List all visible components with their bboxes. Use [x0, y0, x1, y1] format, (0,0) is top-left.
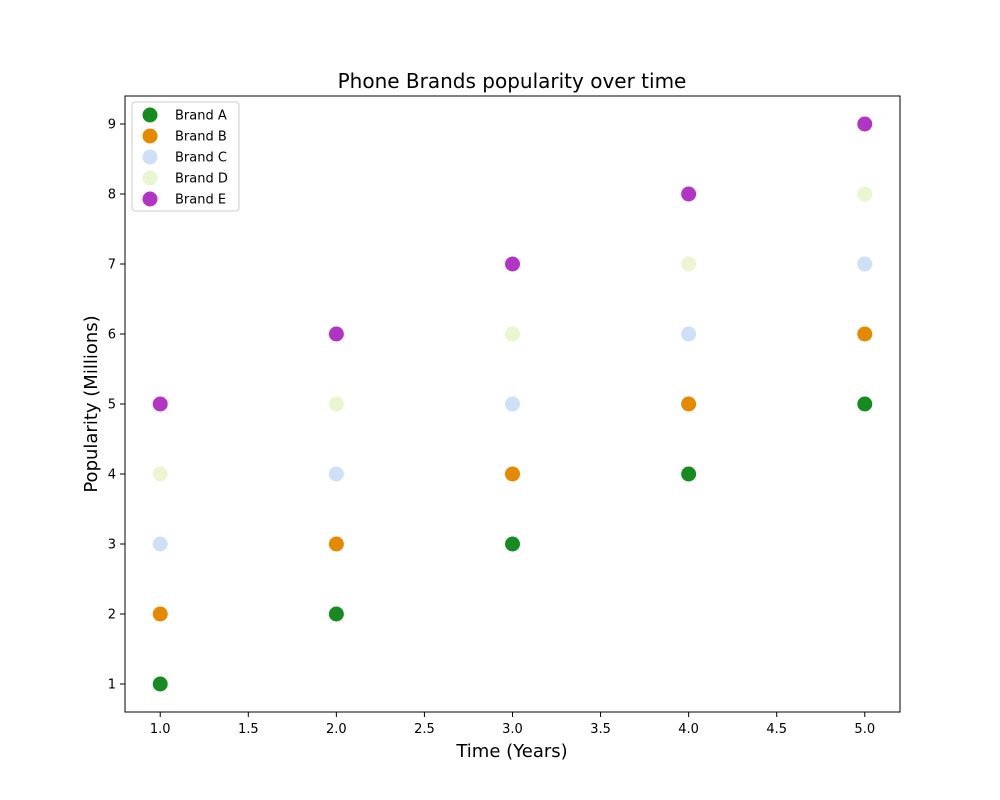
- data-point-brand-e: [505, 256, 520, 272]
- data-point-brand-e: [857, 116, 873, 132]
- legend-label-brand-d: Brand D: [175, 172, 228, 187]
- legend-marker-brand-e: [142, 191, 158, 207]
- data-point-brand-d: [681, 256, 697, 272]
- plot-area: 1.0 1.5 2.0 2.5 3.0 3.5 4.0 4.5 5.0 1 2 3 4 5 6 7 8 9: [108, 95, 901, 737]
- data-point-brand-a: [857, 396, 873, 412]
- y-tick-label: 7: [108, 258, 116, 273]
- data-point-brand-c: [505, 396, 520, 412]
- x-tick-label: 3.0: [502, 722, 523, 737]
- data-point-brand-b: [152, 606, 168, 622]
- y-tick-label: 3: [108, 538, 116, 553]
- y-tick-label: 6: [108, 328, 116, 343]
- y-tick-label: 8: [108, 188, 116, 203]
- legend-marker-brand-b: [142, 128, 158, 144]
- data-point-brand-b: [681, 396, 697, 412]
- data-point-brand-c: [681, 326, 697, 342]
- legend-label-brand-b: Brand B: [175, 130, 227, 145]
- x-tick-label: 3.5: [590, 722, 611, 737]
- data-point-brand-d: [328, 396, 344, 412]
- data-point-brand-d: [505, 326, 520, 342]
- data-point-brand-e: [152, 396, 168, 412]
- data-point-brand-b: [328, 536, 344, 552]
- chart-title: Phone Brands popularity over time: [338, 69, 687, 93]
- data-point-brand-c: [857, 256, 873, 272]
- data-point-brand-e: [681, 186, 697, 202]
- y-tick-label: 9: [108, 118, 116, 133]
- data-point-brand-c: [328, 466, 344, 482]
- y-tick-label: 2: [108, 608, 116, 623]
- data-point-brand-b: [505, 466, 520, 482]
- legend-label-brand-a: Brand A: [175, 109, 227, 124]
- y-axis-label: Popularity (Millions): [81, 315, 102, 492]
- legend-marker-brand-a: [142, 107, 158, 123]
- x-tick-label: 2.5: [414, 722, 435, 737]
- x-tick-label: 5.0: [854, 722, 875, 737]
- data-point-brand-b: [857, 326, 873, 342]
- y-tick-label: 4: [108, 468, 116, 483]
- data-point-brand-a: [681, 466, 697, 482]
- legend-marker-brand-c: [142, 149, 158, 165]
- legend: Brand A Brand B Brand C Brand D Brand E: [131, 101, 240, 212]
- x-tick-label: 1.5: [238, 722, 259, 737]
- data-point-brand-a: [328, 606, 344, 622]
- y-tick-label: 1: [108, 678, 116, 693]
- x-tick-label: 2.0: [326, 722, 347, 737]
- data-point-brand-c: [152, 536, 168, 552]
- legend-label-brand-e: Brand E: [175, 193, 226, 208]
- data-point-brand-d: [857, 186, 873, 202]
- x-axis-label: Time (Years): [455, 741, 567, 762]
- x-tick-label: 1.0: [150, 722, 171, 737]
- data-point-brand-e: [328, 326, 344, 342]
- y-tick-label: 5: [108, 398, 116, 413]
- legend-marker-brand-d: [142, 170, 158, 186]
- data-point-brand-a: [152, 676, 168, 692]
- x-tick-label: 4.0: [678, 722, 699, 737]
- legend-box: [131, 101, 240, 212]
- data-point-brand-d: [152, 466, 168, 482]
- legend-label-brand-c: Brand C: [175, 151, 227, 166]
- data-point-brand-a: [505, 536, 520, 552]
- x-tick-label: 4.5: [766, 722, 787, 737]
